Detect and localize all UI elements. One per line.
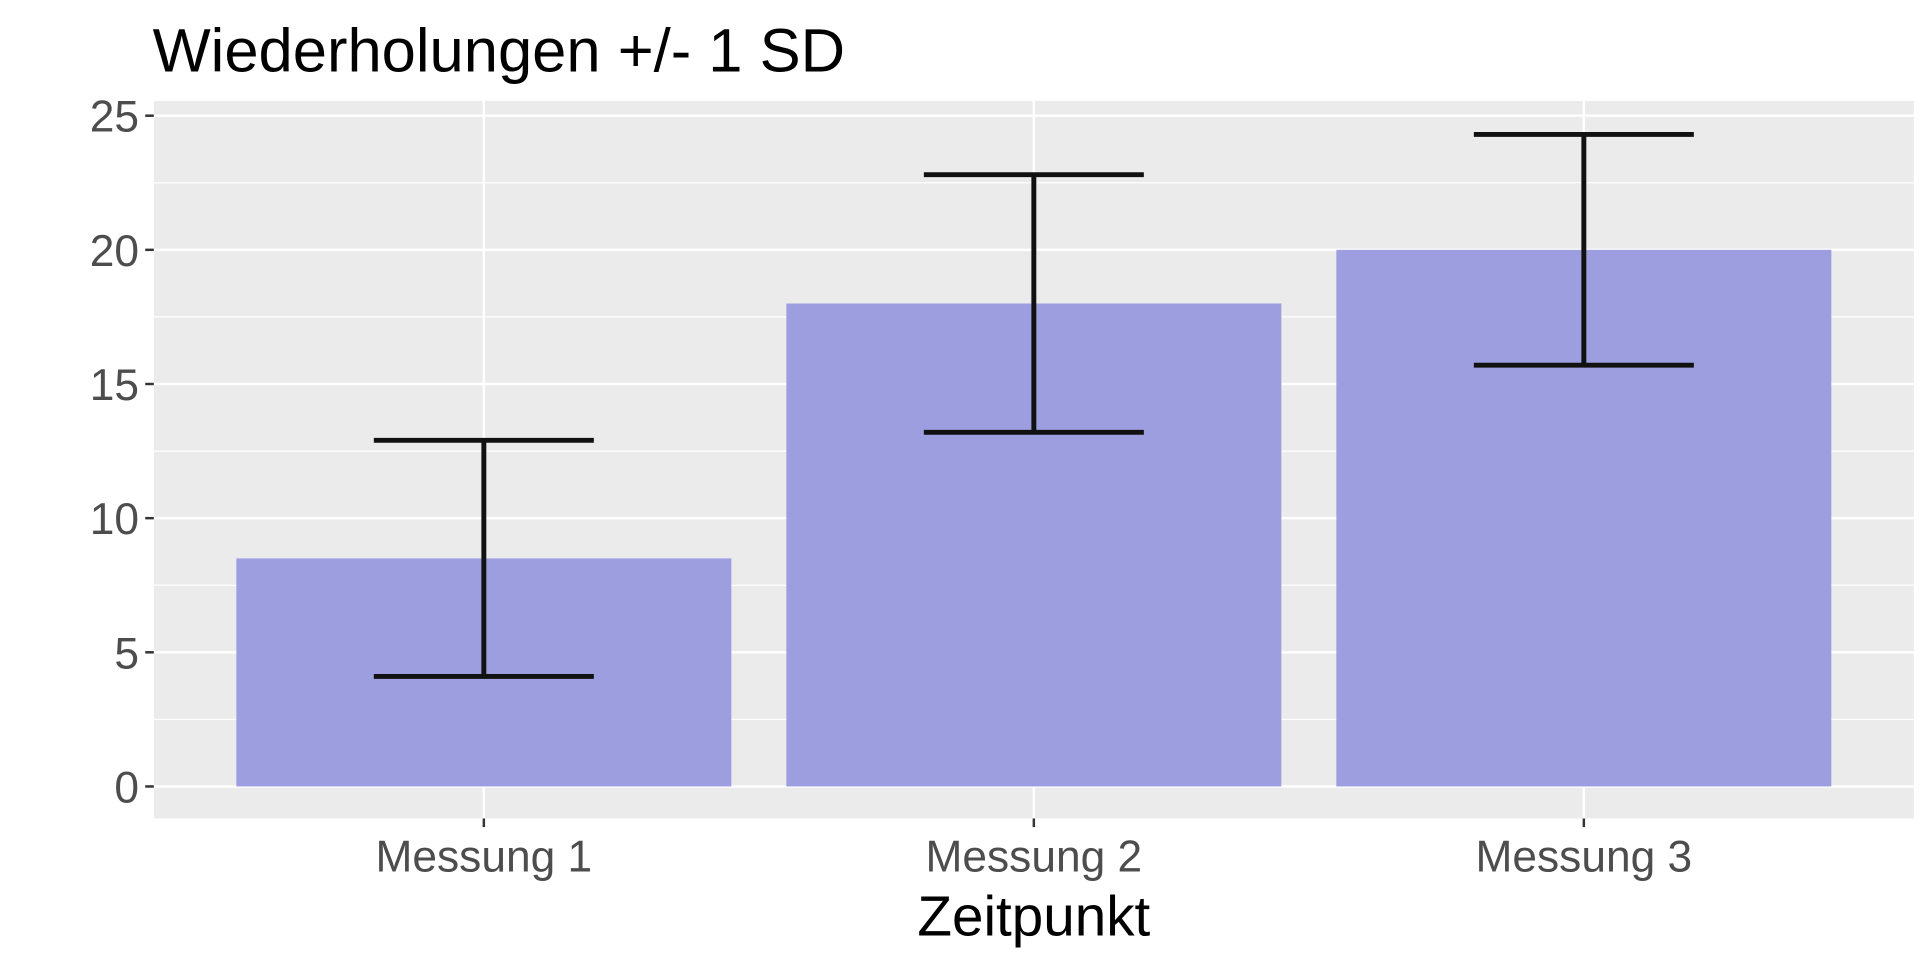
y-tick-label: 5 (114, 629, 139, 678)
y-tick-label: 10 (90, 495, 139, 544)
y-axis: 0 5 10 15 20 25 (90, 93, 154, 812)
error-bar-2 (923, 172, 1144, 435)
y-tick-label: 0 (114, 763, 139, 812)
x-axis-label: Zeitpunkt (917, 884, 1150, 947)
error-bars (373, 132, 1694, 679)
error-bar-1 (373, 437, 594, 679)
x-tick-label: Messung 2 (926, 832, 1143, 881)
x-tick-label: Messung 1 (376, 832, 593, 881)
error-bar-3 (1473, 132, 1694, 368)
chart-title: Wiederholungen +/- 1 SD (153, 16, 845, 85)
x-axis: Messung 1 Messung 2 Messung 3 (376, 818, 1693, 881)
y-tick-label: 25 (90, 93, 139, 142)
y-tick-label: 15 (90, 361, 139, 410)
y-tick-label: 20 (90, 227, 139, 276)
x-tick-label: Messung 3 (1476, 832, 1693, 881)
